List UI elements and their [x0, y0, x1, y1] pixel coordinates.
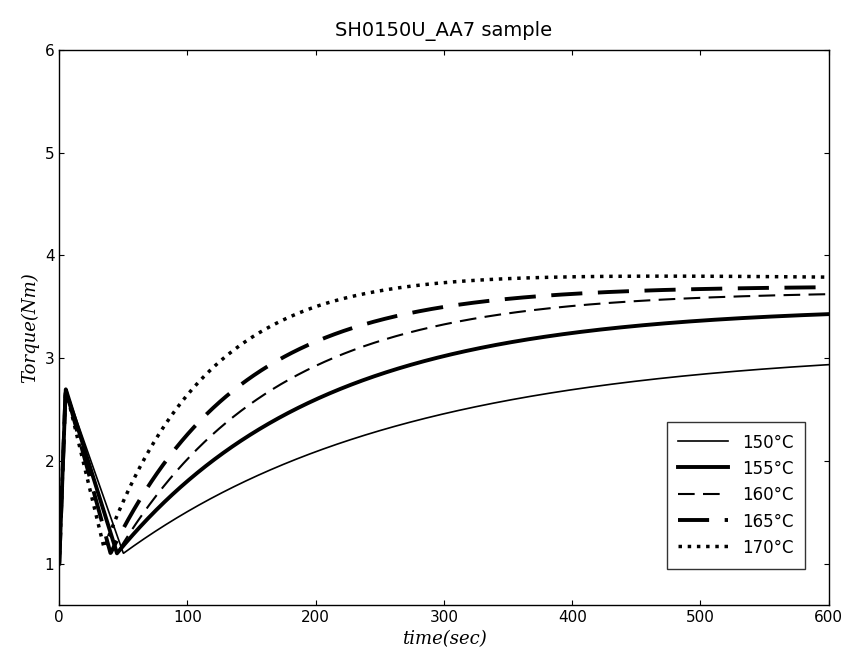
Y-axis label: Torque(Nm): Torque(Nm) — [21, 272, 39, 383]
X-axis label: time(sec): time(sec) — [402, 630, 486, 648]
Title: SH0150U_AA7 sample: SH0150U_AA7 sample — [335, 21, 552, 41]
Legend: 150°C, 155°C, 160°C, 165°C, 170°C: 150°C, 155°C, 160°C, 165°C, 170°C — [667, 422, 805, 569]
